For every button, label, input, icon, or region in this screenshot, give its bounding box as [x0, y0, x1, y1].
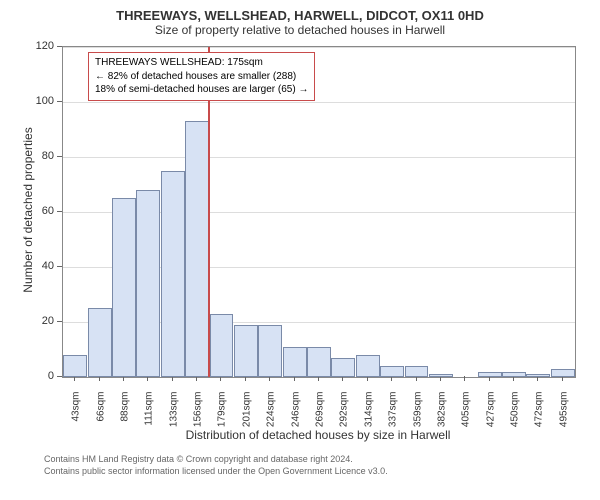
histogram-bar	[161, 171, 185, 377]
histogram-bar	[478, 372, 502, 378]
y-tick-mark	[57, 101, 62, 102]
histogram-bar	[331, 358, 355, 377]
histogram-bar	[380, 366, 404, 377]
info-box: THREEWAYS WELLSHEAD: 175sqm ← 82% of det…	[88, 52, 315, 101]
x-tick-label: 246sqm	[290, 392, 301, 442]
histogram-bar	[185, 121, 209, 377]
x-tick-label: 201sqm	[241, 392, 252, 442]
x-tick-label: 495sqm	[558, 392, 569, 442]
histogram-bar	[210, 314, 234, 377]
info-line-2: ← 82% of detached houses are smaller (28…	[95, 70, 308, 84]
histogram-bar	[283, 347, 307, 377]
histogram-bar	[136, 190, 160, 377]
x-tick-label: 359sqm	[412, 392, 423, 442]
y-tick-mark	[57, 376, 62, 377]
chart-title: THREEWAYS, WELLSHEAD, HARWELL, DIDCOT, O…	[0, 8, 600, 23]
histogram-bar	[502, 372, 526, 378]
chart-subtitle: Size of property relative to detached ho…	[0, 23, 600, 37]
x-tick-label: 405sqm	[461, 392, 472, 442]
y-tick-mark	[57, 266, 62, 267]
y-tick-label: 60	[30, 205, 54, 217]
footer-line-1: Contains HM Land Registry data © Crown c…	[44, 454, 388, 466]
info-line-3: 18% of semi-detached houses are larger (…	[95, 83, 308, 97]
y-tick-label: 120	[30, 40, 54, 52]
x-tick-label: 382sqm	[436, 392, 447, 442]
info-line-1: THREEWAYS WELLSHEAD: 175sqm	[95, 56, 308, 70]
chart-container: THREEWAYS, WELLSHEAD, HARWELL, DIDCOT, O…	[0, 0, 600, 500]
histogram-bar	[234, 325, 258, 377]
histogram-bar	[112, 198, 136, 377]
x-tick-label: 427sqm	[485, 392, 496, 442]
histogram-bar	[258, 325, 282, 377]
histogram-bar	[63, 355, 87, 377]
x-tick-label: 88sqm	[119, 392, 130, 442]
gridline	[63, 47, 575, 48]
histogram-bar	[405, 366, 429, 377]
histogram-bar	[429, 374, 453, 377]
histogram-bar	[551, 369, 575, 377]
y-tick-mark	[57, 211, 62, 212]
x-tick-label: 66sqm	[95, 392, 106, 442]
y-tick-label: 100	[30, 95, 54, 107]
x-tick-label: 43sqm	[71, 392, 82, 442]
x-tick-label: 337sqm	[388, 392, 399, 442]
x-tick-label: 111sqm	[144, 392, 155, 442]
x-tick-label: 292sqm	[339, 392, 350, 442]
x-tick-label: 133sqm	[168, 392, 179, 442]
gridline	[63, 102, 575, 103]
x-tick-mark	[464, 376, 465, 381]
histogram-bar	[526, 374, 550, 377]
footer-line-2: Contains public sector information licen…	[44, 466, 388, 478]
gridline	[63, 157, 575, 158]
x-tick-label: 269sqm	[315, 392, 326, 442]
y-tick-mark	[57, 156, 62, 157]
y-tick-label: 80	[30, 150, 54, 162]
y-tick-label: 0	[30, 370, 54, 382]
y-tick-mark	[57, 46, 62, 47]
x-tick-label: 314sqm	[363, 392, 374, 442]
y-tick-label: 20	[30, 315, 54, 327]
x-tick-label: 472sqm	[534, 392, 545, 442]
footer: Contains HM Land Registry data © Crown c…	[44, 454, 388, 477]
histogram-bar	[307, 347, 331, 377]
x-tick-label: 450sqm	[510, 392, 521, 442]
histogram-bar	[356, 355, 380, 377]
x-tick-label: 156sqm	[193, 392, 204, 442]
y-tick-mark	[57, 321, 62, 322]
x-tick-label: 179sqm	[217, 392, 228, 442]
y-tick-label: 40	[30, 260, 54, 272]
x-tick-label: 224sqm	[266, 392, 277, 442]
histogram-bar	[88, 308, 112, 377]
